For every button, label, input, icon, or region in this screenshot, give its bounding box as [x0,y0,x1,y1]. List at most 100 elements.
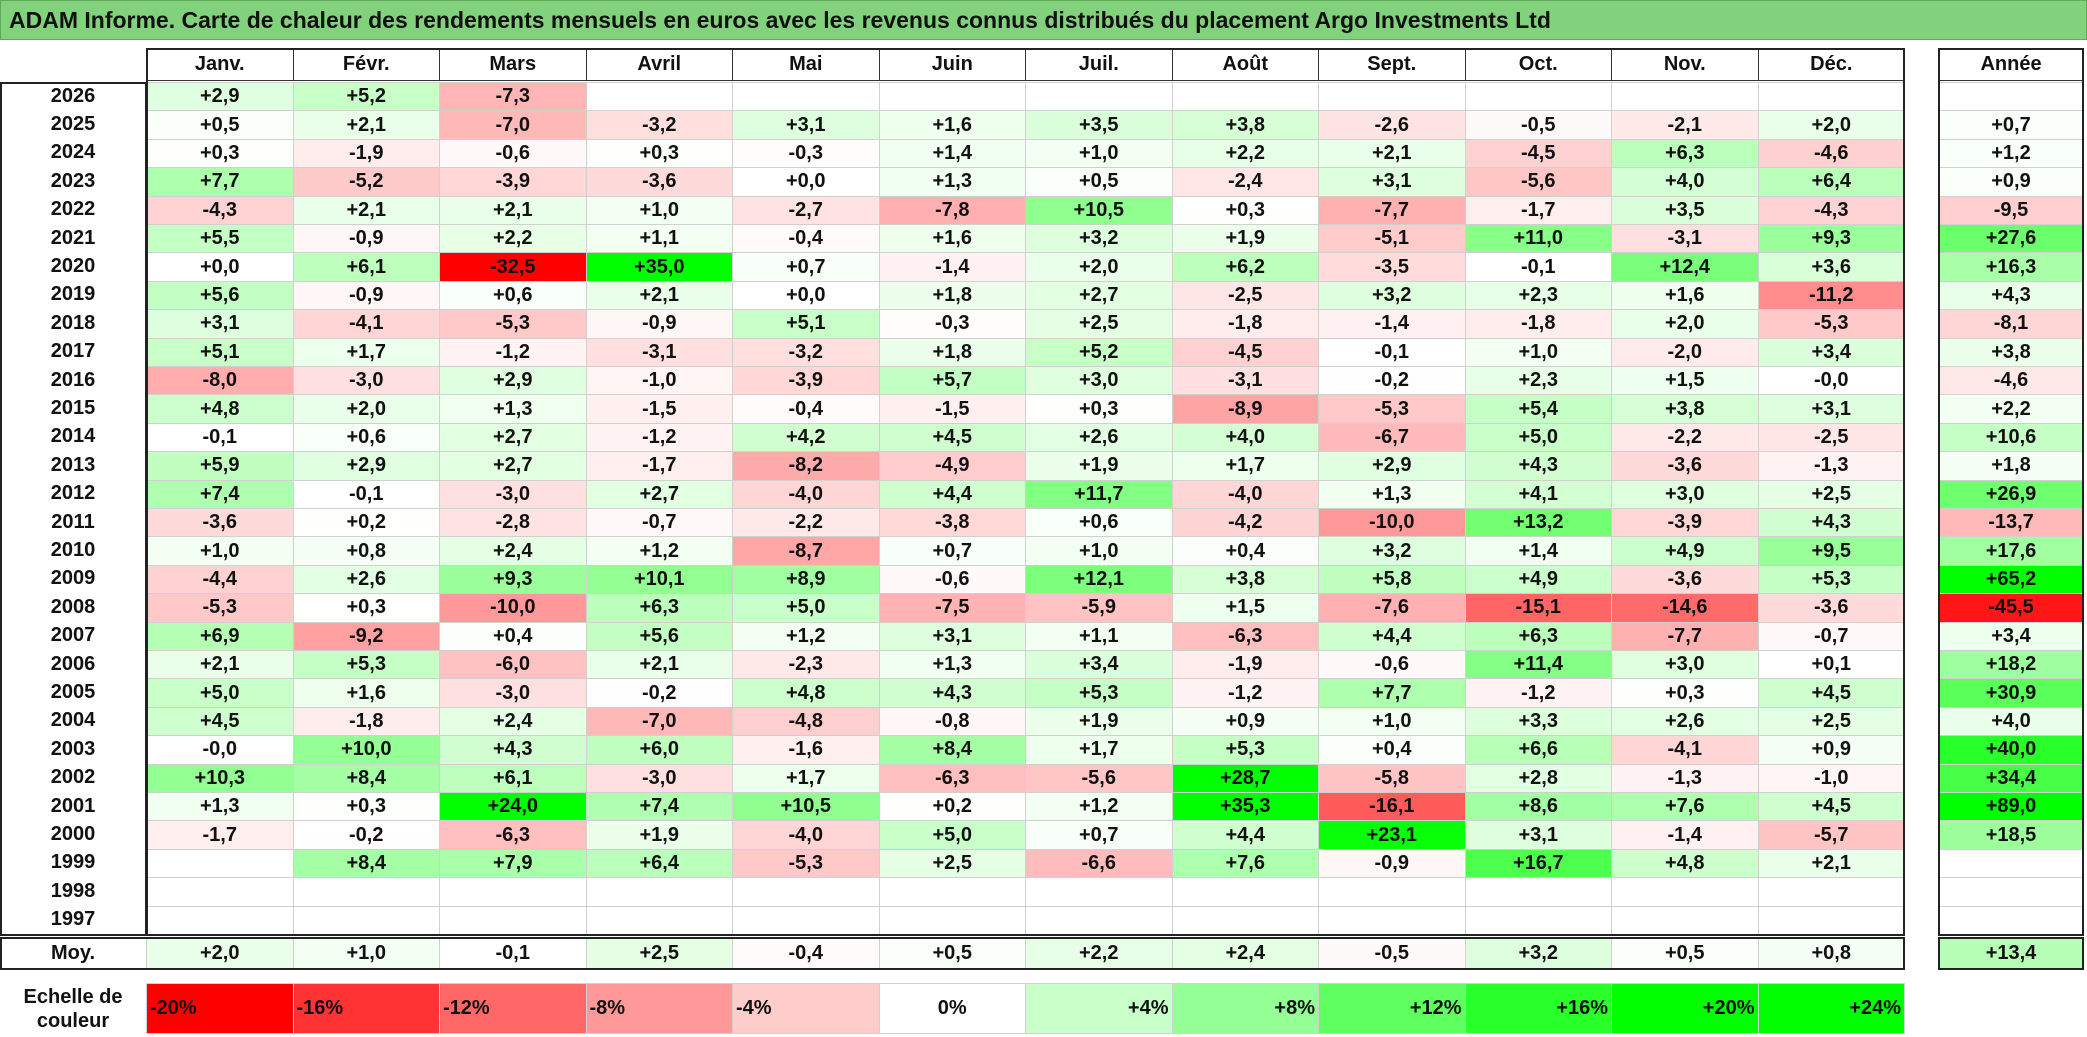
heat-cell: +6,3 [1464,621,1612,651]
heat-cell: -1,8 [1171,309,1319,339]
month-header: Oct. [1464,48,1612,81]
annual-cell: +0,7 [1938,110,2084,140]
heat-cell: +10,0 [292,735,440,765]
title-bar: ADAM Informe. Carte de chaleur des rende… [0,0,2087,40]
heat-cell: -4,0 [732,820,880,850]
heat-cell [146,877,294,907]
heat-cell: +1,1 [1025,621,1173,651]
heat-cell: +6,9 [146,621,294,651]
color-scale-stop: +4% [1025,983,1173,1034]
heat-cell: +5,1 [732,309,880,339]
heat-cell: -8,2 [732,451,880,481]
heat-cell: +3,1 [732,110,880,140]
heat-cell: +1,6 [292,678,440,708]
heat-cell: -7,7 [1611,621,1759,651]
heat-cell: +9,3 [1757,224,1905,254]
heat-cell [878,905,1026,935]
average-cell: +2,2 [1025,937,1173,970]
average-cell: +3,2 [1464,937,1612,970]
heat-cell: -5,3 [146,593,294,623]
heat-cell: +0,3 [585,138,733,169]
color-scale-stop: +24% [1757,983,1905,1034]
heat-cell: +0,4 [1171,536,1319,566]
heat-cell: +6,0 [585,735,733,765]
heat-cell: +5,3 [1171,735,1319,765]
heat-cell: +24,0 [439,792,587,822]
heat-cell: -5,3 [732,848,880,879]
heat-cell: +2,0 [1757,110,1905,140]
heat-cell: +3,0 [1611,650,1759,680]
heat-cell: +1,2 [732,621,880,651]
heat-cell: +4,4 [878,479,1026,509]
color-scale-stop: +12% [1318,983,1466,1034]
heat-cell: -3,0 [585,763,733,793]
heat-cell: +4,5 [1757,678,1905,708]
heat-cell: -10,0 [439,593,587,623]
heat-cell: -0,1 [292,479,440,509]
heat-cell: +1,0 [146,536,294,566]
heat-cell: +3,1 [878,621,1026,651]
heat-cell: +4,0 [1611,167,1759,197]
heat-cell: +10,3 [146,763,294,793]
heat-cell: +3,8 [1611,394,1759,424]
year-label: 2017 [50,340,96,363]
year-label: 2014 [50,425,96,448]
heat-cell: -10,0 [1318,508,1466,538]
heat-cell: -0,6 [439,138,587,169]
heat-cell: +0,9 [1757,735,1905,765]
heat-cell: -4,0 [1171,479,1319,509]
heat-cell: +0,8 [292,536,440,566]
heat-cell: -0,1 [1318,337,1466,367]
heat-cell: -7,8 [878,195,1026,225]
heat-cell: +4,8 [146,394,294,424]
heat-cell [1318,877,1466,907]
year-label: 2021 [50,226,96,249]
heat-cell: +3,4 [1757,337,1905,367]
annual-cell: +16,3 [1938,252,2084,282]
heat-cell: -3,9 [732,366,880,396]
heat-cell: +0,5 [1025,167,1173,197]
heat-cell: +2,1 [146,650,294,680]
heat-cell: +6,3 [1611,138,1759,169]
heat-cell: -5,6 [1025,763,1173,793]
heat-cell: -3,6 [1757,593,1905,623]
heat-cell: -3,9 [439,167,587,197]
heat-cell: +0,7 [1025,820,1173,850]
heat-cell: -3,9 [1611,508,1759,538]
heat-cell: -3,5 [1318,252,1466,282]
annual-cell: +3,4 [1938,621,2084,651]
heat-cell: +2,2 [439,224,587,254]
heat-cell: -2,5 [1757,422,1905,453]
heat-cell: -2,4 [1171,167,1319,197]
heat-cell: +3,1 [1757,394,1905,424]
heat-cell: +1,3 [878,650,1026,680]
heat-cell: +2,3 [1464,280,1612,311]
heat-cell: +0,1 [1757,650,1905,680]
month-header: Févr. [292,48,440,81]
year-label: 1999 [50,851,96,874]
heat-cell: -6,7 [1318,422,1466,453]
annual-cell [1938,82,2084,112]
heat-cell: +2,1 [1757,848,1905,879]
heat-cell: -5,8 [1318,763,1466,793]
year-label: 2011 [51,510,95,533]
heat-cell: +1,8 [878,337,1026,367]
heat-cell: -3,0 [439,479,587,509]
heat-cell: -5,9 [1025,593,1173,623]
heat-cell: -2,6 [1318,110,1466,140]
heat-cell: +2,7 [585,479,733,509]
heat-cell: -1,8 [1464,309,1612,339]
heat-cell: +1,6 [878,110,1026,140]
heat-cell: +8,4 [292,763,440,793]
heat-cell: +0,0 [732,167,880,197]
heat-cell: +4,1 [1464,479,1612,509]
heat-cell: +1,8 [878,280,1026,311]
annual-cell: -13,7 [1938,508,2084,538]
heat-cell [732,905,880,935]
heat-cell: -4,2 [1171,508,1319,538]
annual-cell: +18,2 [1938,650,2084,680]
average-cell: +2,5 [585,937,733,970]
heat-cell: +1,0 [1318,706,1466,737]
heat-cell: -4,9 [878,451,1026,481]
annual-cell [1938,905,2084,935]
